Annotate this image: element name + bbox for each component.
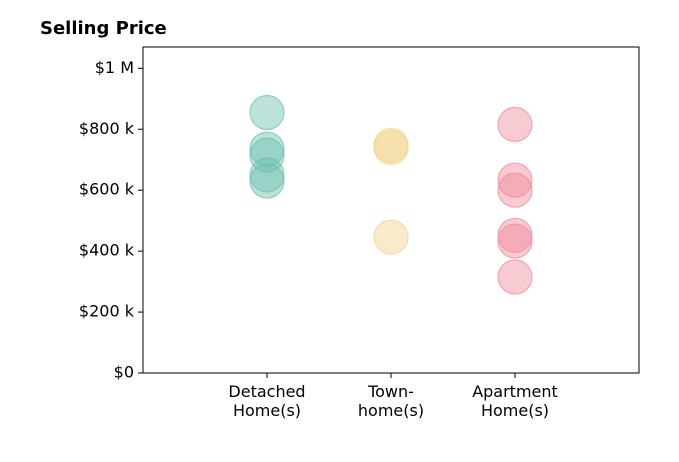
y-tick-label: $600 k (79, 180, 135, 199)
point (497, 162, 533, 198)
y-tick-label: $0 (114, 363, 134, 382)
x-tick-label: Apartment Home(s) (472, 382, 558, 420)
chart-title: Selling Price (40, 18, 167, 39)
point (497, 259, 533, 295)
x-tick-label: Town- home(s) (357, 382, 425, 420)
x-tick-label: Detached Home(s) (228, 382, 306, 420)
y-tick-label: $400 k (79, 241, 135, 260)
point (373, 219, 409, 255)
point (497, 223, 533, 259)
y-tick-label: $800 k (79, 119, 135, 138)
point (249, 163, 285, 199)
point (249, 137, 285, 173)
point (373, 129, 409, 166)
point (497, 106, 533, 142)
point (249, 94, 285, 131)
plot-frame (142, 46, 640, 374)
point (497, 172, 533, 208)
y-tick-label: $1 M (95, 58, 134, 77)
y-tick-label: $200 k (79, 302, 135, 321)
